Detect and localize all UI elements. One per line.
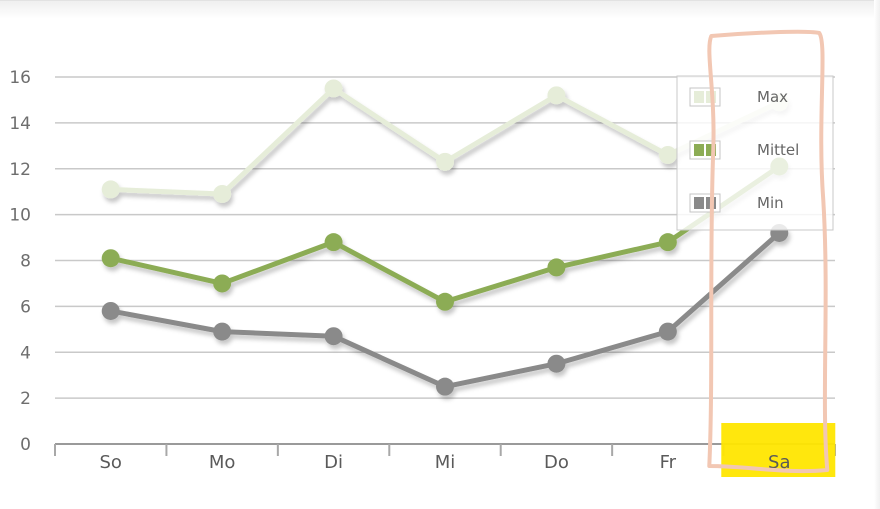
y-tick-label: 8 <box>20 252 31 272</box>
data-point-mittel <box>101 249 120 268</box>
hand-drawn-outline <box>707 29 830 474</box>
data-point-max <box>101 180 120 199</box>
y-tick-label: 16 <box>9 68 31 88</box>
data-point-mittel <box>658 233 677 252</box>
y-tick-label: 14 <box>9 114 31 134</box>
y-tick-label: 2 <box>20 389 31 409</box>
legend-label: Max <box>757 88 788 106</box>
card-top-shadow <box>0 0 880 19</box>
data-point-mittel <box>213 274 232 293</box>
y-tick-label: 12 <box>9 160 31 180</box>
x-axis: So Mo Di Mi Do Fr Sa <box>54 423 836 477</box>
data-point-max <box>547 86 566 105</box>
y-tick-label: 4 <box>20 343 31 363</box>
data-point-mittel <box>324 233 343 252</box>
data-point-min <box>658 322 677 341</box>
x-tick-label: Sa <box>768 452 790 473</box>
data-point-min <box>101 301 120 320</box>
series-max <box>101 79 789 203</box>
data-point-min <box>436 377 454 396</box>
data-point-min <box>324 327 343 346</box>
data-point-mittel <box>436 292 454 311</box>
annotations <box>707 29 830 474</box>
x-tick-label: Mo <box>209 452 236 473</box>
legend-label: Mittel <box>757 141 799 159</box>
series-mittel <box>101 157 789 311</box>
data-point-max <box>658 145 677 164</box>
y-axis: 0 2 4 6 8 10 12 14 16 <box>9 68 31 455</box>
legend: Max Mittel Min <box>676 75 834 231</box>
data-point-max <box>324 79 343 98</box>
data-point-max <box>213 184 232 203</box>
data-point-max <box>436 152 454 171</box>
y-tick-label: 0 <box>20 435 31 455</box>
y-tick-label: 10 <box>9 206 31 226</box>
x-tick-label: Fr <box>660 452 677 473</box>
card-right-shadow <box>874 0 880 509</box>
x-tick-label: Do <box>544 452 569 473</box>
legend-label: Min <box>757 194 784 212</box>
series-layer <box>101 79 789 396</box>
x-tick-label: So <box>99 452 121 473</box>
data-point-mittel <box>547 258 566 277</box>
y-tick-label: 6 <box>20 297 31 317</box>
x-tick-label: Mi <box>435 452 456 473</box>
data-point-min <box>213 322 232 341</box>
x-tick-label: Di <box>324 452 343 473</box>
data-point-min <box>547 354 566 373</box>
